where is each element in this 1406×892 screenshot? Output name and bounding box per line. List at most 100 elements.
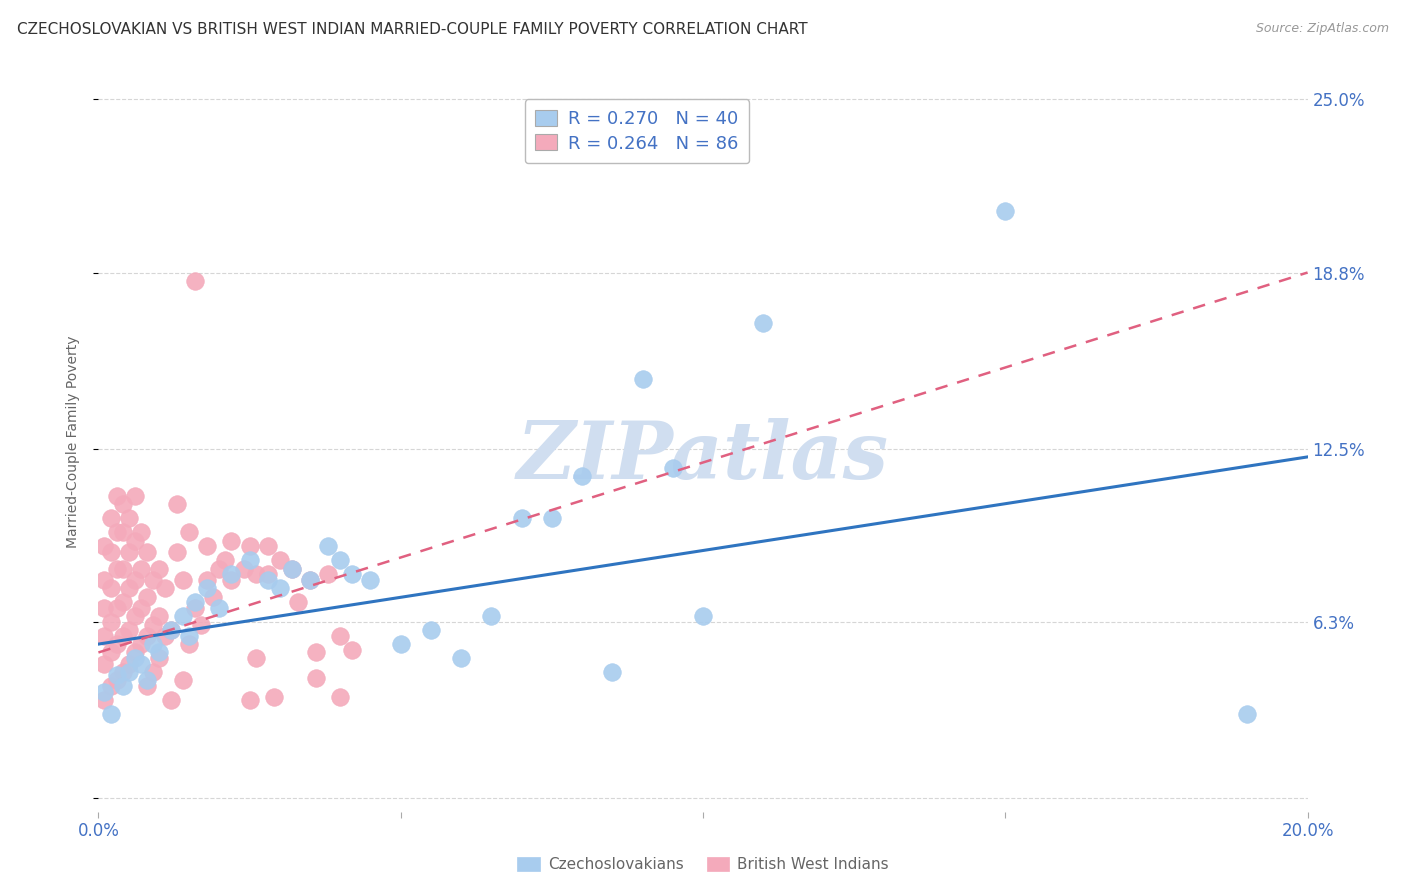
Point <box>994 204 1017 219</box>
Point <box>177 525 201 540</box>
Point <box>124 573 146 587</box>
Point <box>299 573 322 587</box>
Point <box>269 553 291 567</box>
Point <box>221 533 243 548</box>
Point <box>160 623 183 637</box>
Point <box>148 609 170 624</box>
Point <box>105 600 128 615</box>
Point <box>100 615 122 629</box>
Point <box>148 651 170 665</box>
Point <box>129 657 152 671</box>
Point <box>256 539 278 553</box>
Point <box>221 567 243 582</box>
Point <box>389 637 412 651</box>
Point <box>111 665 134 679</box>
Point <box>142 637 165 651</box>
Point <box>245 567 267 582</box>
Point <box>329 629 352 643</box>
Point <box>148 645 170 659</box>
Point <box>166 545 188 559</box>
Point <box>142 665 165 679</box>
Point <box>329 553 352 567</box>
Point <box>105 525 128 540</box>
Point <box>93 657 115 671</box>
Point <box>100 679 122 693</box>
Point <box>93 573 115 587</box>
Point <box>111 679 134 693</box>
Point <box>93 600 115 615</box>
Point <box>172 673 194 688</box>
Point <box>481 609 503 624</box>
Point <box>316 567 339 582</box>
Point <box>342 567 364 582</box>
Legend: Czechoslovakians, British West Indians: Czechoslovakians, British West Indians <box>512 851 894 878</box>
Point <box>239 553 262 567</box>
Point <box>124 609 146 624</box>
Point <box>202 590 225 604</box>
Point <box>135 545 157 559</box>
Point <box>419 623 441 637</box>
Point <box>329 690 352 705</box>
Point <box>752 316 775 330</box>
Point <box>299 573 322 587</box>
Point <box>195 573 218 587</box>
Point <box>172 573 194 587</box>
Point <box>135 673 157 688</box>
Point <box>142 573 165 587</box>
Point <box>129 637 152 651</box>
Point <box>177 629 201 643</box>
Point <box>602 665 624 679</box>
Point <box>124 533 146 548</box>
Point <box>135 679 157 693</box>
Point <box>93 629 115 643</box>
Point <box>124 645 146 659</box>
Point <box>111 562 134 576</box>
Point <box>100 581 122 595</box>
Point <box>93 539 115 553</box>
Point <box>166 497 188 511</box>
Point <box>450 651 472 665</box>
Point <box>118 657 141 671</box>
Point <box>93 693 115 707</box>
Point <box>232 562 254 576</box>
Point <box>360 573 382 587</box>
Point <box>118 511 141 525</box>
Point <box>305 671 328 685</box>
Point <box>221 573 243 587</box>
Point <box>124 651 146 665</box>
Point <box>1236 706 1258 721</box>
Point <box>184 595 207 609</box>
Point <box>631 372 654 386</box>
Point <box>661 461 683 475</box>
Point <box>129 600 152 615</box>
Point <box>342 642 364 657</box>
Point <box>100 511 122 525</box>
Point <box>135 629 157 643</box>
Point <box>111 497 134 511</box>
Point <box>269 581 291 595</box>
Point <box>105 673 128 688</box>
Point <box>142 617 165 632</box>
Point <box>190 617 212 632</box>
Point <box>208 562 231 576</box>
Point <box>281 562 304 576</box>
Point <box>105 562 128 576</box>
Point <box>177 637 201 651</box>
Point <box>263 690 285 705</box>
Point <box>184 600 207 615</box>
Point <box>316 539 339 553</box>
Point <box>305 645 328 659</box>
Point <box>571 469 593 483</box>
Point <box>148 562 170 576</box>
Point <box>256 567 278 582</box>
Text: CZECHOSLOVAKIAN VS BRITISH WEST INDIAN MARRIED-COUPLE FAMILY POVERTY CORRELATION: CZECHOSLOVAKIAN VS BRITISH WEST INDIAN M… <box>17 22 807 37</box>
Point <box>100 645 122 659</box>
Point <box>118 581 141 595</box>
Point <box>214 553 236 567</box>
Point <box>245 651 267 665</box>
Point <box>111 595 134 609</box>
Text: Source: ZipAtlas.com: Source: ZipAtlas.com <box>1256 22 1389 36</box>
Point <box>135 590 157 604</box>
Point <box>281 562 304 576</box>
Point <box>256 573 278 587</box>
